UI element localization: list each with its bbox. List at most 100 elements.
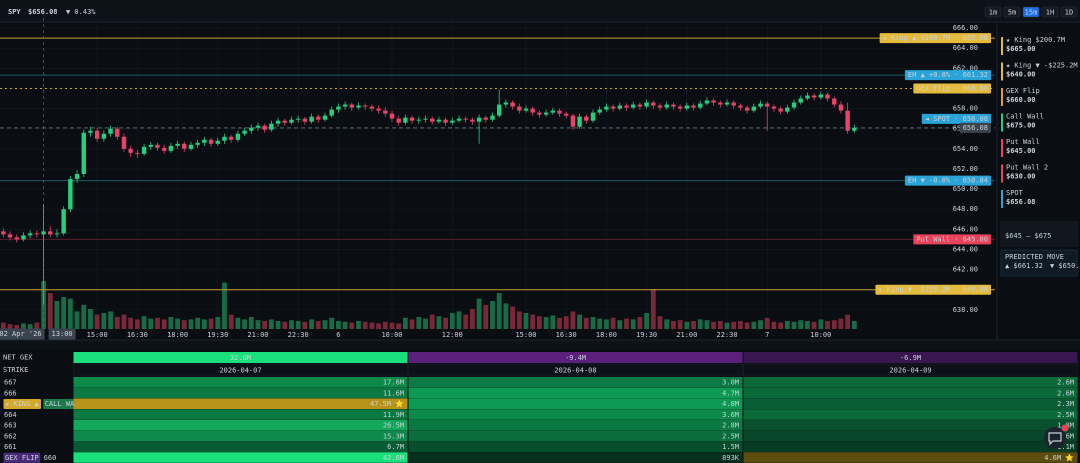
- strike: 663: [4, 422, 17, 430]
- candle-body: [249, 127, 254, 131]
- volume-bar: [81, 305, 87, 329]
- volume-bar: [349, 322, 355, 329]
- volume-bar: [771, 321, 777, 329]
- candle-body: [744, 107, 750, 111]
- x-tick-label: 22:30: [288, 331, 309, 339]
- candle-body: [852, 127, 857, 131]
- date-cell: [743, 363, 1078, 377]
- volume-bar: [309, 319, 314, 329]
- sidebar-value: $630.00: [1006, 173, 1036, 181]
- candle-body: [202, 139, 207, 143]
- candle-body: [155, 144, 160, 148]
- volume-bar: [67, 298, 73, 329]
- sidebar-label: Put Wall 2: [1006, 164, 1048, 172]
- gex-value: 4.7M: [722, 389, 739, 397]
- candle-body: [724, 102, 730, 105]
- strike: 660: [44, 454, 57, 462]
- volume-bar: [798, 320, 804, 329]
- change: ▼ 0.43%: [66, 8, 96, 16]
- volume-bar: [543, 317, 549, 329]
- timeframe-button[interactable]: [1022, 6, 1040, 18]
- date-label: 2026-04-09: [889, 366, 931, 374]
- chat-button[interactable]: [1044, 424, 1069, 450]
- volume-bar: [376, 323, 381, 329]
- candle-body: [657, 105, 663, 108]
- candle-body: [275, 120, 281, 124]
- sidebar-accent: [1001, 88, 1003, 106]
- timeframe-button[interactable]: [1003, 6, 1021, 18]
- candle-body: [617, 105, 623, 109]
- candle-body: [141, 146, 147, 154]
- candle-body: [704, 100, 710, 104]
- volume-bar: [289, 320, 294, 329]
- sidebar-value: $660.00: [1006, 96, 1036, 104]
- volume-bar: [47, 293, 53, 329]
- candle-body: [530, 108, 535, 113]
- volume-bar: [637, 317, 643, 329]
- timeframe-label[interactable]: 1D: [1065, 9, 1073, 17]
- candle-body: [175, 143, 180, 146]
- chat-icon[interactable]: [1048, 432, 1062, 446]
- timeframe-label[interactable]: 1m: [989, 9, 997, 17]
- net-gex-cell: [743, 352, 1078, 363]
- candle-body: [758, 103, 763, 107]
- candle-body: [684, 105, 690, 109]
- crosshair-date-box: [0, 328, 45, 340]
- volume-bar: [302, 321, 308, 329]
- candle-body: [289, 119, 294, 123]
- volume-bar: [429, 314, 435, 329]
- candle-body: [409, 117, 415, 121]
- sidebar-accent: [1001, 190, 1003, 208]
- range-box: [1000, 221, 1078, 247]
- candle-body: [503, 102, 509, 105]
- volume-bar: [329, 317, 335, 329]
- sidebar-accent: [1001, 164, 1003, 183]
- gex-value: 1.1M: [1057, 443, 1074, 451]
- x-tick-label: 21:00: [247, 331, 268, 339]
- candle-body: [771, 106, 777, 109]
- gex-value: 6.7M: [387, 443, 404, 451]
- volume-bar: [805, 321, 810, 329]
- gex-value: 3.0M: [722, 379, 739, 387]
- timeframe-button[interactable]: [1041, 6, 1059, 18]
- candle-body: [785, 107, 790, 112]
- y-tick-label: 650.00: [953, 185, 978, 193]
- gex-value: 4.8M: [722, 400, 739, 408]
- gex-value: 2.6M: [1057, 379, 1074, 387]
- volume-bar: [838, 318, 844, 329]
- timeframe-label[interactable]: 5m: [1008, 9, 1016, 17]
- sidebar-label: SPOT: [1006, 189, 1024, 197]
- timeframe-label[interactable]: 1H: [1046, 9, 1054, 17]
- timeframe-button[interactable]: [1060, 6, 1078, 18]
- level-label-box: [904, 175, 991, 186]
- timeframe-button[interactable]: [984, 6, 1002, 18]
- candle-body: [711, 100, 716, 103]
- gex-cell: [73, 452, 408, 463]
- volume-bar: [624, 318, 629, 329]
- candle-body: [557, 110, 562, 114]
- candle-body: [423, 118, 428, 120]
- candle-body: [624, 105, 629, 108]
- volume-bar: [21, 323, 26, 329]
- net-gex-value: -6.9M: [900, 354, 921, 362]
- gex-cell: [743, 409, 1078, 420]
- sidebar-label: GEX Flip: [1006, 87, 1040, 95]
- candle-body: [463, 118, 468, 120]
- candle-body: [631, 104, 636, 108]
- y-tick-label: 648.00: [953, 205, 978, 213]
- predicted-box: [1000, 249, 1078, 277]
- volume-bar: [416, 317, 422, 329]
- candle-body: [791, 102, 797, 108]
- timeframe-label[interactable]: 15m: [1025, 9, 1038, 17]
- candle-body: [610, 106, 616, 109]
- volume-bar: [751, 321, 757, 329]
- volume-bar: [503, 303, 509, 329]
- candle-body: [94, 130, 100, 139]
- candle-body: [497, 104, 502, 116]
- volume-bar: [356, 321, 361, 329]
- level-label: Put Wall · 645.00: [916, 235, 988, 243]
- volume-bar: [825, 321, 830, 329]
- candle-body: [537, 112, 542, 115]
- candle-body: [262, 125, 267, 130]
